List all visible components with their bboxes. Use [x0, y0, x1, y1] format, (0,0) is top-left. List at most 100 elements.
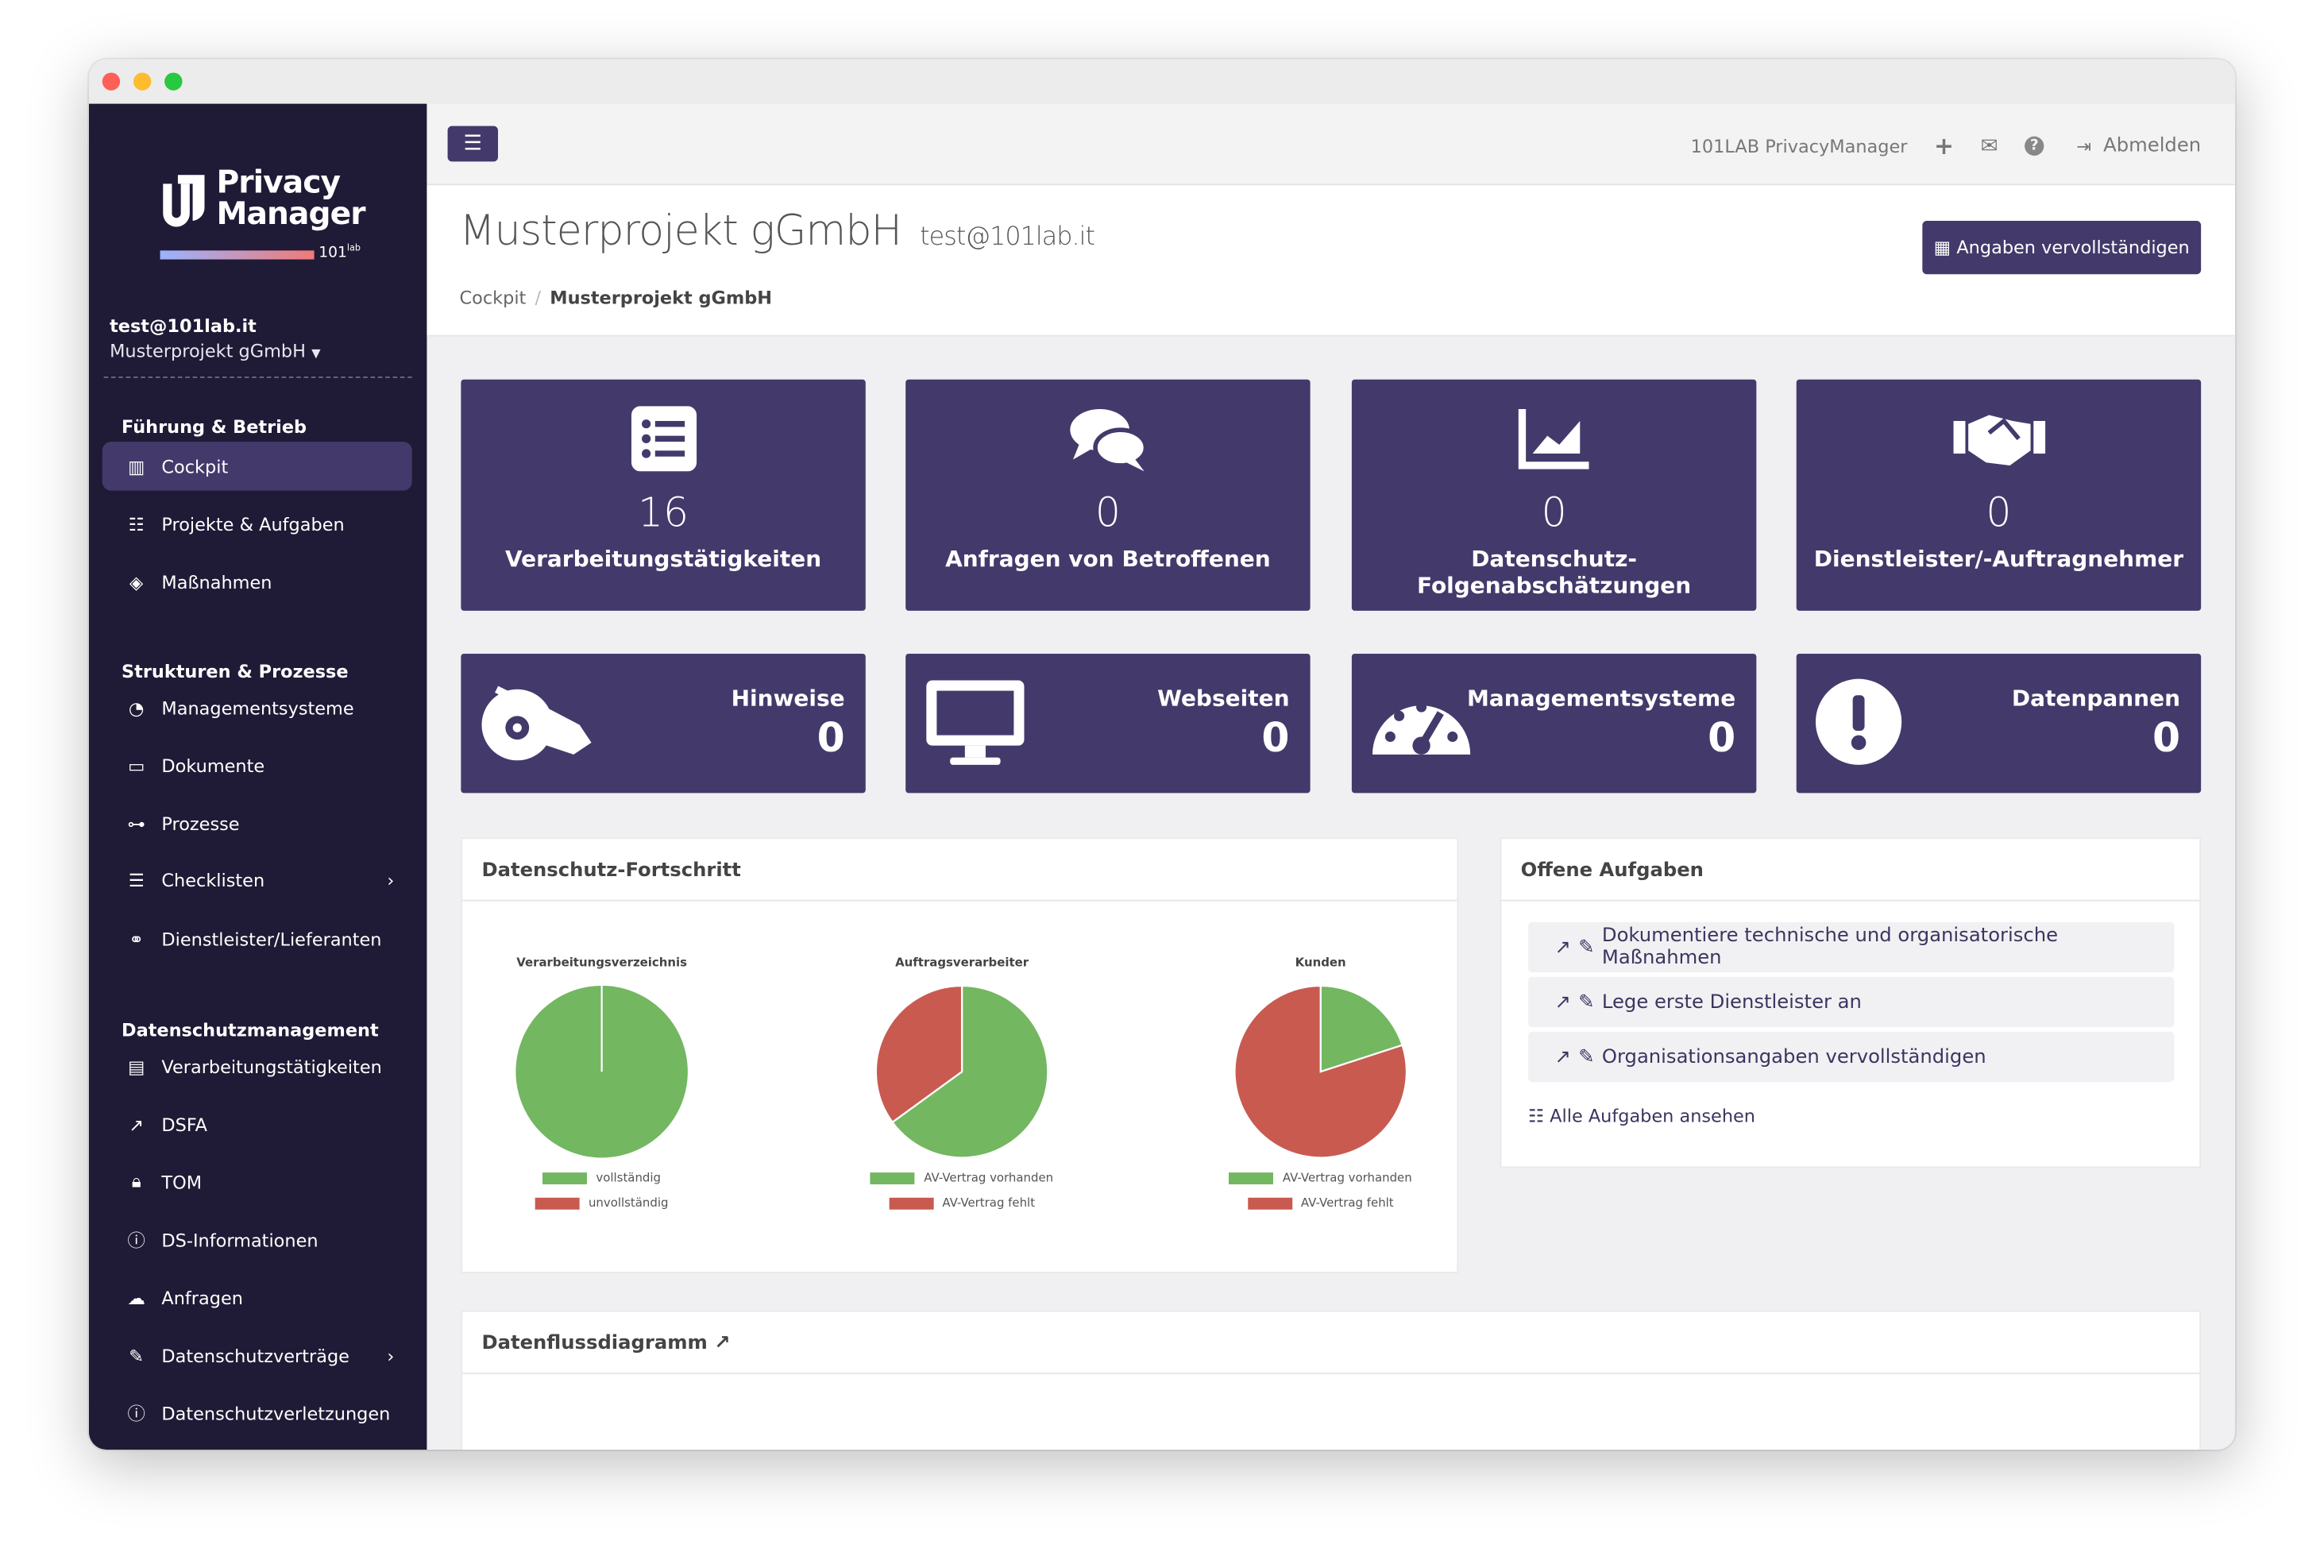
stat-card[interactable]: 0 Anfragen von Betroffenen [905, 379, 1311, 611]
external-link-icon[interactable]: ↗ [1554, 936, 1571, 959]
edit-icon[interactable]: ✎ [1578, 936, 1595, 959]
stat-card-small[interactable]: Hinweise 0 [461, 653, 866, 794]
dataflow-panel-title[interactable]: Datenflussdiagramm ↗ [462, 1311, 2200, 1374]
sidebar-item[interactable]: ⊶ Prozesse [102, 799, 412, 848]
sidebar-item[interactable]: ▭ Dokumente [102, 741, 412, 790]
task-item[interactable]: ↗ ✎ Dokumentiere technische und organisato… [1527, 921, 2175, 973]
tasks-icon: ☷ [128, 513, 145, 535]
sidebar-item[interactable]: ▥ Cockpit [102, 442, 412, 491]
sidebar-item[interactable]: ↗ DSFA [102, 1100, 412, 1149]
sidebar-item-label: Projekte & Aufgaben [161, 513, 345, 535]
stat-value: 16 [638, 490, 689, 537]
task-item[interactable]: ↗ ✎ Organisationsangaben vervollständigen [1527, 1031, 2175, 1083]
sidebar-item[interactable]: ⓘ DS-Informationen [102, 1215, 412, 1265]
topbar: ☰ 101LAB PrivacyManager + ✉ ? ⇥ Abmelden [427, 103, 2236, 186]
plus-icon[interactable]: + [1934, 132, 1955, 160]
sidebar-item-label: TOM [161, 1172, 203, 1193]
maximize-window-button[interactable] [164, 72, 183, 91]
file-signature-icon: ✎ [129, 1345, 145, 1366]
logo-line-2: Manager [216, 195, 365, 232]
stat-label: Webseiten [1157, 685, 1290, 712]
sidebar-item[interactable]: ◔ Managementsysteme [102, 683, 412, 732]
legend-item[interactable]: AV-Vertrag fehlt [1172, 1196, 1469, 1210]
stat-card-small[interactable]: Managementsysteme 0 [1351, 653, 1757, 794]
external-link-icon[interactable]: ↗ [1554, 1045, 1571, 1068]
sidebar-item[interactable]: ⚭ Dienstleister/Lieferanten [102, 914, 412, 964]
sidebar-item[interactable]: ☁ Anfragen [102, 1273, 412, 1323]
legend-item[interactable]: vollständig [454, 1171, 750, 1184]
tasks-panel-title: Offene Aufgaben [1501, 839, 2200, 902]
pie-chart [515, 985, 688, 1158]
stat-card-small[interactable]: Datenpannen 0 [1796, 653, 2202, 794]
legend-swatch [871, 1172, 916, 1184]
stat-label: Datenschutz-Folgenabschätzungen [1416, 545, 1692, 599]
legend-swatch [542, 1172, 588, 1184]
envelope-icon[interactable]: ✉ [1980, 133, 1998, 158]
stat-label: Hinweise [731, 685, 845, 712]
breadcrumb-separator: / [535, 288, 542, 309]
page-header: Musterprojekt gGmbH test@101lab.it Cockp… [427, 185, 2236, 337]
sidebar-item[interactable]: ◈ Maßnahmen [102, 558, 412, 607]
stat-card[interactable]: 0 Dienstleister/-Auftragnehmer [1796, 379, 2202, 611]
sidebar-section-title: Strukturen & Prozesse [122, 661, 349, 682]
sidebar-item[interactable]: 🔒︎ TOM [102, 1157, 412, 1207]
app-name-link[interactable]: 101LAB PrivacyManager [1690, 135, 1908, 156]
project-selector[interactable]: Musterprojekt gGmbH ▼ [110, 341, 321, 362]
folder-icon: ▭ [128, 755, 145, 776]
close-window-button[interactable] [102, 72, 121, 91]
external-link-icon[interactable]: ↗ [1554, 991, 1571, 1014]
minimize-window-button[interactable] [133, 72, 152, 91]
pie-title: Auftragsverarbeiter [895, 956, 1029, 970]
progress-panel: Datenschutz-Fortschritt Verarbeitungsver… [461, 837, 1459, 1273]
breadcrumb-cockpit[interactable]: Cockpit [459, 288, 527, 309]
breadcrumb: Cockpit / Musterprojekt gGmbH [459, 288, 772, 308]
sidebar-item[interactable]: ▤ Verarbeitungstätigkeiten [102, 1042, 412, 1091]
chart-area-icon [1352, 406, 1756, 471]
stat-card[interactable]: 16 Verarbeitungstätigkeiten [461, 379, 866, 611]
logout-link[interactable]: Abmelden [2103, 134, 2202, 157]
tasks-icon: ☷ [1527, 1106, 1545, 1127]
caret-down-icon: ▼ [311, 346, 321, 361]
edit-icon[interactable]: ✎ [1578, 1045, 1595, 1068]
sidebar-item[interactable]: ⓘ Datenschutzverletzungen [102, 1389, 412, 1439]
pie-slice[interactable] [1233, 984, 1408, 1159]
stat-value: 0 [816, 716, 845, 763]
legend-item[interactable]: AV-Vertrag vorhanden [813, 1171, 1110, 1184]
logo-sub: 101lab [318, 243, 361, 262]
stat-value: 0 [1094, 490, 1121, 537]
exclamation-circle-icon [1814, 678, 1903, 772]
task-item[interactable]: ↗ ✎ Lege erste Dienstleister an [1527, 976, 2175, 1028]
sidebar-item-label: Maßnahmen [161, 571, 272, 593]
legend-swatch [535, 1196, 580, 1209]
legend-item[interactable]: AV-Vertrag fehlt [813, 1196, 1110, 1210]
sidebar-section-title: Führung & Betrieb [122, 416, 307, 438]
question-circle-icon[interactable]: ? [2025, 136, 2044, 156]
all-tasks-link[interactable]: ☷ Alle Aufgaben ansehen [1527, 1106, 1756, 1127]
complete-details-button[interactable]: ▦ Angaben vervollständigen [1922, 221, 2202, 275]
pie-slice[interactable] [515, 985, 688, 1158]
sidebar-item-label: Prozesse [161, 813, 240, 834]
sidebar-item[interactable]: ☷ Projekte & Aufgaben [102, 500, 412, 549]
stat-card-small[interactable]: Webseiten 0 [905, 653, 1311, 794]
stat-label: Anfragen von Betroffenen [945, 545, 1271, 573]
pie-slice[interactable] [874, 984, 963, 1124]
whistle-icon [479, 678, 597, 772]
legend-item[interactable]: unvollständig [454, 1196, 750, 1210]
logout-icon[interactable]: ⇥ [2076, 135, 2092, 156]
sidebar-item[interactable]: ☰ Checklisten › [102, 855, 412, 905]
stat-card[interactable]: 0 Datenschutz-Folgenabschätzungen [1351, 379, 1757, 611]
handshake-icon: ⚭ [129, 929, 145, 950]
chart-line-icon: ↗ [129, 1114, 145, 1135]
menu-toggle-button[interactable]: ☰ [447, 126, 499, 162]
gauge-icon [1369, 678, 1473, 772]
legend-item[interactable]: AV-Vertrag vorhanden [1172, 1171, 1469, 1184]
sidebar-item[interactable]: ✎ Datenschutzverträge › [102, 1331, 412, 1381]
info-icon: ⓘ [127, 1230, 145, 1251]
tasks-panel: Offene Aufgaben ↗ ✎ Dokumentiere technisch… [1500, 837, 2202, 1168]
edit-icon[interactable]: ✎ [1578, 991, 1595, 1014]
stat-value: 0 [1541, 490, 1567, 537]
pie-slice[interactable] [890, 984, 1049, 1159]
comments-icon: ☁ [127, 1287, 145, 1308]
pie-slice[interactable] [1319, 984, 1404, 1073]
privacy-manager-logo[interactable]: Privacy Manager 101lab [157, 166, 366, 270]
